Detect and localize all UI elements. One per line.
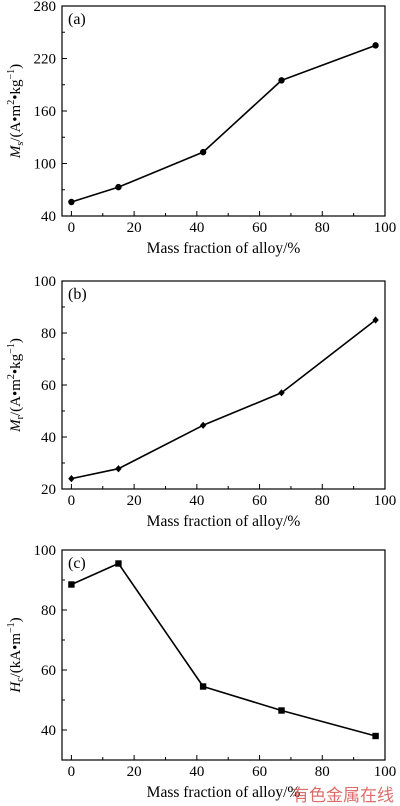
x-tick-label: 60 bbox=[252, 764, 267, 780]
chart-panel-3: 0 20 40 60 80 100 40 60 80 100 (c) Mass fraction of… bbox=[6, 543, 396, 801]
data-point bbox=[115, 465, 122, 473]
y-tick-label: 40 bbox=[41, 209, 56, 225]
data-point bbox=[278, 707, 285, 714]
plot-frame bbox=[61, 280, 386, 490]
y-axis-label: Ms/(A•m2•kg−1) bbox=[6, 64, 26, 159]
y-tick-label: 20 bbox=[41, 482, 56, 498]
y-axis-label: Mr/(A•m2•kg−1) bbox=[6, 338, 26, 433]
x-tick-label: 40 bbox=[189, 493, 204, 509]
x-tick-label: 100 bbox=[374, 764, 397, 780]
x-tick-label: 40 bbox=[189, 764, 204, 780]
x-tick-label: 80 bbox=[315, 764, 330, 780]
x-tick-label: 80 bbox=[315, 493, 330, 509]
x-tick-label: 60 bbox=[252, 493, 267, 509]
data-point bbox=[68, 198, 75, 206]
x-tick-label: 60 bbox=[252, 220, 267, 236]
data-point bbox=[199, 683, 207, 690]
y-tick-label: 100 bbox=[34, 157, 57, 173]
y-tick-label: 60 bbox=[41, 663, 56, 679]
y-tick-label: 220 bbox=[34, 52, 57, 68]
y-axis-label: Hc/(kA•m−1) bbox=[6, 617, 26, 693]
data-point bbox=[115, 183, 122, 191]
x-tick-label: 20 bbox=[127, 764, 142, 780]
y-tick-label: 60 bbox=[41, 378, 56, 394]
data-point bbox=[115, 560, 122, 567]
x-tick-label: 0 bbox=[68, 493, 76, 509]
data-point bbox=[199, 421, 207, 429]
y-tick-label: 40 bbox=[41, 723, 56, 739]
x-tick-label: 100 bbox=[374, 493, 397, 509]
plot-frame bbox=[61, 549, 386, 761]
series-line bbox=[71, 319, 377, 480]
data-point bbox=[278, 389, 285, 397]
x-axis-label: Mass fraction of alloy/% bbox=[147, 513, 301, 530]
plot-frame bbox=[61, 5, 386, 217]
data-point bbox=[372, 316, 379, 324]
series-line bbox=[71, 562, 376, 737]
y-tick-label: 80 bbox=[41, 603, 56, 619]
x-tick-label: 80 bbox=[315, 220, 330, 236]
data-point bbox=[68, 581, 75, 588]
y-tick-label: 80 bbox=[41, 326, 56, 342]
x-tick-label: 40 bbox=[189, 220, 204, 236]
panel-label: (b) bbox=[68, 286, 87, 303]
panel-label: (c) bbox=[68, 555, 86, 572]
y-tick-label: 100 bbox=[34, 274, 57, 290]
data-point bbox=[372, 42, 379, 49]
panel-label: (a) bbox=[68, 11, 86, 28]
data-point bbox=[278, 77, 285, 84]
y-tick-label: 100 bbox=[34, 543, 57, 559]
data-point bbox=[372, 732, 379, 740]
data-point bbox=[199, 148, 207, 156]
series-line bbox=[71, 44, 376, 203]
y-tick-label: 40 bbox=[41, 430, 56, 446]
x-tick-label: 20 bbox=[127, 220, 142, 236]
chart-panel-2: 0 20 40 60 80 100 20 40 60 80 100 (b) Mass fraction … bbox=[6, 274, 396, 530]
x-tick-label: 20 bbox=[127, 493, 142, 509]
watermark: 有色金属在线 bbox=[292, 786, 394, 806]
x-tick-label: 100 bbox=[374, 220, 397, 236]
data-point bbox=[68, 475, 75, 483]
x-axis-label: Mass fraction of alloy/% bbox=[147, 240, 301, 257]
x-axis-label: Mass fraction of alloy/% bbox=[147, 784, 301, 801]
x-tick-label: 0 bbox=[68, 764, 76, 780]
y-tick-label: 280 bbox=[34, 0, 57, 15]
x-tick-label: 0 bbox=[68, 220, 76, 236]
y-tick-label: 160 bbox=[34, 104, 57, 120]
chart-panel-1: 0 20 40 60 80 100 40 100 160 220 280 (a) Mass fracti… bbox=[6, 0, 396, 257]
